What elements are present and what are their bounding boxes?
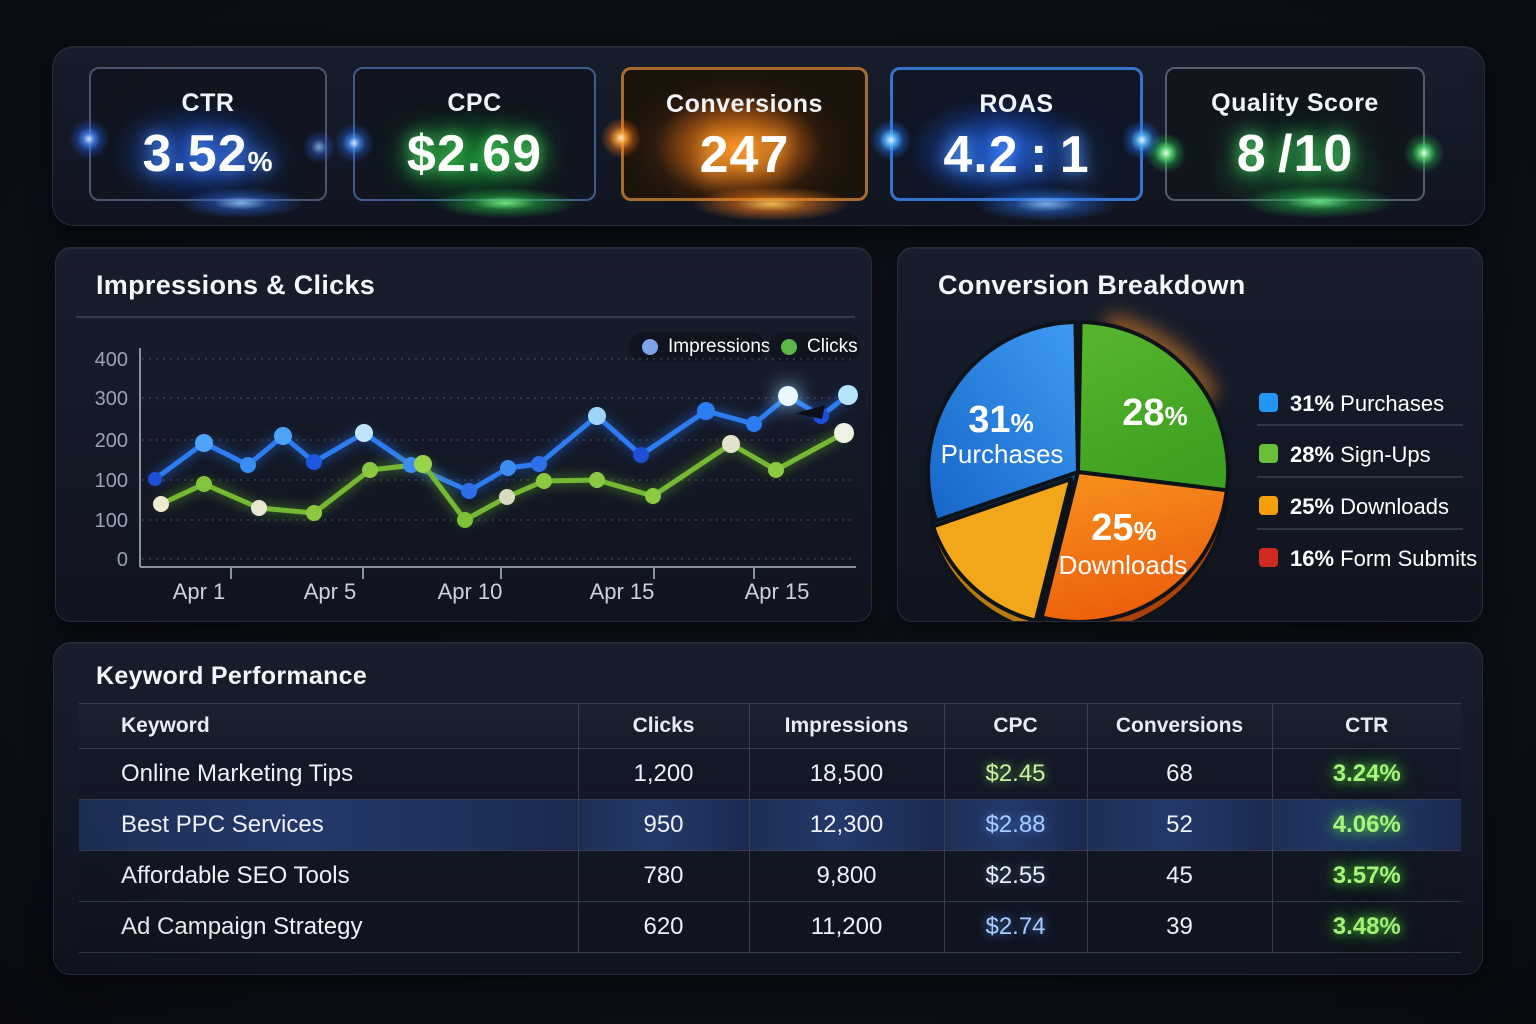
- svg-text:Downloads: Downloads: [1059, 550, 1188, 580]
- svg-text:31% Purchases: 31% Purchases: [1290, 391, 1444, 416]
- svg-text:Apr 5: Apr 5: [304, 579, 357, 604]
- svg-text:300: 300: [95, 388, 128, 410]
- svg-text:25% Downloads: 25% Downloads: [1290, 494, 1449, 519]
- svg-text:200: 200: [95, 430, 128, 452]
- svg-text:100: 100: [95, 470, 128, 492]
- svg-text:Apr 15: Apr 15: [745, 579, 810, 604]
- svg-text:Apr 1: Apr 1: [173, 579, 226, 604]
- svg-text:0: 0: [117, 549, 128, 571]
- svg-text:Purchases: Purchases: [941, 439, 1064, 469]
- svg-text:28%: 28%: [1122, 392, 1187, 434]
- svg-text:28% Sign-Ups: 28% Sign-Ups: [1290, 442, 1431, 467]
- svg-text:100: 100: [95, 510, 128, 532]
- svg-text:Apr 15: Apr 15: [590, 579, 655, 604]
- svg-text:16% Form Submits: 16% Form Submits: [1290, 546, 1477, 571]
- svg-text:Apr 10: Apr 10: [438, 579, 503, 604]
- svg-text:400: 400: [95, 349, 128, 371]
